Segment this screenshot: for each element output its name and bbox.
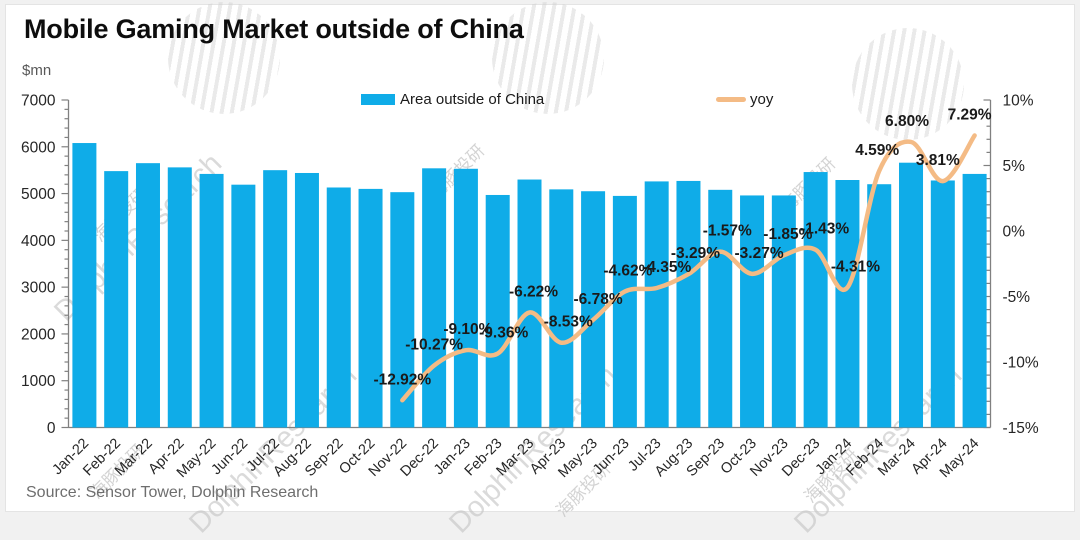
bar-Jan-23 bbox=[453, 168, 478, 428]
bar-Mar-23 bbox=[517, 179, 542, 428]
yoy-data-label--3.27%: -3.27% bbox=[734, 245, 783, 262]
right-axis-tick-label: 5% bbox=[1003, 158, 1026, 175]
left-axis-tick-label: 3000 bbox=[21, 280, 56, 297]
yoy-data-label--3.29%: -3.29% bbox=[671, 245, 720, 262]
yoy-data-label-6.80%: 6.80% bbox=[885, 113, 929, 130]
left-axis-unit-label: $mn bbox=[22, 62, 52, 79]
legend-item-area-outside-china: Area outside of China bbox=[361, 91, 544, 108]
bar-Feb-23 bbox=[485, 194, 510, 428]
bar-Jul-23 bbox=[644, 181, 669, 428]
yoy-data-label--8.53%: -8.53% bbox=[544, 314, 593, 331]
left-axis-tick-label: 4000 bbox=[21, 233, 56, 250]
bar-Sep-23 bbox=[708, 189, 733, 428]
bar-Mar-22 bbox=[135, 163, 160, 428]
bar-Aug-23 bbox=[676, 180, 701, 428]
yoy-data-label-7.29%: 7.29% bbox=[948, 107, 992, 124]
bar-May-22 bbox=[199, 173, 224, 428]
page-title: Mobile Gaming Market outside of China bbox=[24, 14, 524, 44]
yoy-data-label--9.10%: -9.10% bbox=[443, 321, 492, 338]
source-note: Source: Sensor Tower, Dolphin Research bbox=[26, 484, 319, 501]
line-series-swatch bbox=[716, 97, 746, 102]
right-axis-tick-label: -10% bbox=[1003, 355, 1039, 372]
legend-label: Area outside of China bbox=[400, 91, 545, 108]
yoy-data-label--12.92%: -12.92% bbox=[373, 371, 431, 388]
right-axis-tick-label: -5% bbox=[1003, 289, 1031, 306]
left-axis-tick-label: 0 bbox=[47, 420, 56, 437]
bar-Jan-22 bbox=[72, 143, 97, 428]
bar-May-24 bbox=[962, 173, 987, 428]
chart-plot-area: 7000 6000 5000 4000 3000 2000 1000 0 10% 5% 0% -5% -… bbox=[21, 93, 1039, 482]
yoy-data-label--10.27%: -10.27% bbox=[405, 337, 463, 354]
right-axis-tick-label: -15% bbox=[1003, 420, 1039, 437]
legend-label: yoy bbox=[750, 91, 774, 108]
bar-Aug-22 bbox=[294, 172, 319, 428]
bar-Oct-22 bbox=[358, 188, 383, 428]
left-axis-tick-label: 5000 bbox=[21, 186, 56, 203]
yoy-data-label--6.78%: -6.78% bbox=[574, 291, 623, 308]
yoy-data-label-3.81%: 3.81% bbox=[916, 152, 960, 169]
left-axis-tick-label: 2000 bbox=[21, 326, 56, 343]
left-axis-tick-label: 7000 bbox=[21, 93, 56, 110]
yoy-data-label--4.62%: -4.62% bbox=[603, 263, 652, 280]
bar-Apr-22 bbox=[167, 167, 192, 428]
left-axis-tick-label: 6000 bbox=[21, 139, 56, 156]
legend-item-yoy: yoy bbox=[716, 91, 773, 108]
bar-Jul-22 bbox=[263, 170, 288, 428]
bar-Dec-23 bbox=[803, 172, 828, 428]
yoy-data-label--1.43%: -1.43% bbox=[800, 221, 849, 238]
bar-Feb-22 bbox=[104, 171, 129, 428]
x-axis-label-Jun-23: Jun-23 bbox=[590, 436, 633, 479]
bar-Nov-23 bbox=[771, 195, 796, 428]
bar-Jun-23 bbox=[612, 195, 637, 428]
yoy-data-label--9.36%: -9.36% bbox=[479, 325, 528, 342]
bar-Jan-24 bbox=[835, 180, 860, 428]
bar-Mar-24 bbox=[899, 162, 924, 428]
yoy-data-label--4.31%: -4.31% bbox=[831, 258, 880, 275]
x-axis-label-Jun-22: Jun-22 bbox=[209, 436, 252, 479]
yoy-data-label--1.57%: -1.57% bbox=[703, 223, 752, 240]
yoy-data-label--1.85%: -1.85% bbox=[763, 226, 812, 243]
yoy-data-label-4.59%: 4.59% bbox=[855, 142, 899, 159]
bar-Feb-24 bbox=[867, 184, 892, 428]
yoy-data-label--6.22%: -6.22% bbox=[509, 283, 558, 300]
yoy-line bbox=[400, 133, 977, 403]
right-axis-tick-label: 0% bbox=[1003, 224, 1026, 241]
bar-Dec-22 bbox=[422, 168, 447, 428]
bar-Apr-23 bbox=[549, 189, 574, 428]
bar-Oct-23 bbox=[740, 195, 765, 428]
bar-Sep-22 bbox=[326, 187, 351, 428]
bar-Apr-24 bbox=[930, 180, 955, 428]
bar-series-swatch bbox=[361, 94, 395, 105]
left-axis-tick-label: 1000 bbox=[21, 373, 56, 390]
right-axis-tick-label: 10% bbox=[1003, 93, 1034, 110]
yoy-data-label--4.35%: -4.35% bbox=[642, 259, 691, 276]
bar-Jun-22 bbox=[231, 184, 256, 428]
